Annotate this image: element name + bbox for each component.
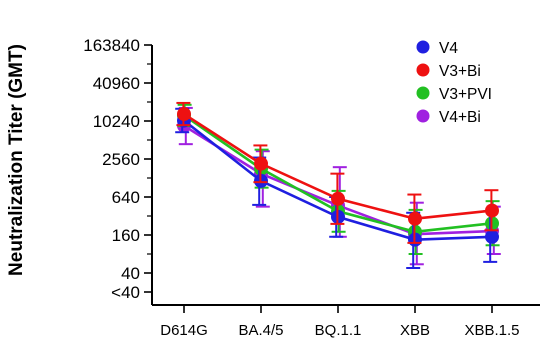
y-tick-label: 640 (112, 188, 140, 207)
x-tick-label: XBB.1.5 (464, 322, 519, 339)
legend-label-v4-bi: V4+Bi (439, 109, 481, 126)
axes (151, 45, 540, 306)
legend-label-v3-bi: V3+Bi (439, 63, 481, 80)
legend-marker-v4 (416, 40, 430, 54)
series-v3-bi (176, 101, 499, 244)
x-ticks: D614G BA.4/5 BQ.1.1 XBB XBB.1.5 (160, 305, 520, 339)
data-point (408, 211, 422, 226)
legend-marker-v3-bi (416, 63, 430, 77)
data-point (485, 203, 499, 218)
y-tick-label: 2560 (102, 150, 140, 169)
legend-marker-v3-pvi (416, 86, 430, 100)
legend-label-v4: V4 (439, 40, 458, 57)
legend-label-v3-pvi: V3+PVI (439, 86, 492, 103)
data-point (177, 107, 191, 122)
y-tick-label: 40960 (93, 74, 140, 93)
y-tick-label: 40 (121, 264, 140, 283)
data-point (254, 156, 268, 171)
series-layer (175, 101, 501, 270)
legend: V4 V3+Bi V3+PVI V4+Bi (416, 40, 492, 126)
x-tick-label: D614G (160, 322, 208, 339)
legend-marker-v4-bi (416, 109, 430, 123)
data-point (331, 191, 345, 206)
series-v4-bi (177, 106, 501, 266)
x-tick-label: XBB (400, 322, 430, 339)
data-point (485, 229, 499, 244)
y-tick-label: 10240 (93, 112, 140, 131)
x-tick-label: BQ.1.1 (315, 322, 362, 339)
y-tick-label: 163840 (83, 36, 140, 55)
y-tick-label: 160 (112, 226, 140, 245)
y-tick-label: <40 (111, 283, 140, 302)
x-tick-label: BA.4/5 (238, 322, 283, 339)
y-axis-label: Neutralization Titer (GMT) (6, 44, 27, 276)
